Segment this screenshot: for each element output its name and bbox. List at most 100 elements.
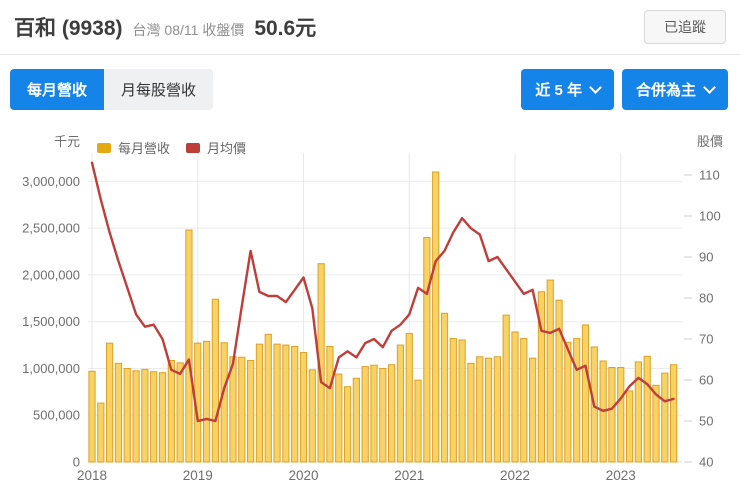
svg-text:100: 100 bbox=[699, 209, 721, 224]
revenue-bar bbox=[282, 344, 290, 463]
tab-monthly-revenue[interactable]: 每月營收 bbox=[10, 69, 105, 110]
revenue-bar bbox=[185, 229, 193, 463]
consolidated-mode-label: 合併為主 bbox=[635, 82, 696, 99]
revenue-bar bbox=[502, 314, 510, 463]
revenue-bar bbox=[379, 367, 387, 463]
revenue-bar bbox=[617, 367, 625, 463]
chevron-down-icon bbox=[703, 81, 716, 94]
revenue-bar bbox=[106, 342, 114, 463]
revenue-bar bbox=[440, 312, 449, 463]
revenue-bar bbox=[114, 362, 123, 463]
time-range-dropdown[interactable]: 近 5 年 bbox=[521, 69, 614, 110]
svg-text:1,500,000: 1,500,000 bbox=[22, 314, 80, 329]
svg-text:2020: 2020 bbox=[288, 468, 318, 483]
svg-text:0: 0 bbox=[73, 455, 80, 470]
revenue-bar bbox=[449, 338, 457, 463]
svg-text:80: 80 bbox=[699, 291, 713, 306]
revenue-bar bbox=[537, 291, 546, 463]
revenue-bar bbox=[202, 340, 211, 463]
revenue-bar bbox=[414, 379, 422, 463]
time-range-label: 近 5 年 bbox=[535, 82, 582, 99]
legend-monthly-revenue[interactable]: 每月營收 bbox=[97, 138, 170, 157]
revenue-bar bbox=[335, 373, 343, 463]
toolbar-right: 近 5 年 合併為主 bbox=[521, 69, 728, 110]
svg-text:40: 40 bbox=[699, 455, 713, 470]
svg-text:2021: 2021 bbox=[394, 468, 424, 483]
revenue-bar bbox=[467, 362, 475, 463]
x-axis-labels: 2018 2019 2020 2021 2022 2023 bbox=[77, 468, 636, 483]
revenue-bar bbox=[432, 171, 440, 463]
revenue-bar bbox=[308, 369, 316, 463]
svg-text:3,000,000: 3,000,000 bbox=[22, 174, 80, 189]
revenue-bar bbox=[211, 298, 219, 463]
toolbar: 每月營收 月每股營收 近 5 年 合併為主 bbox=[10, 69, 728, 110]
close-price-value: 50.6元 bbox=[254, 17, 317, 40]
revenue-bar bbox=[141, 368, 149, 463]
revenue-bar bbox=[167, 360, 175, 463]
revenue-bar bbox=[608, 367, 616, 463]
revenue-bar bbox=[529, 357, 537, 463]
consolidated-mode-dropdown[interactable]: 合併為主 bbox=[621, 69, 728, 110]
revenue-bar bbox=[255, 343, 264, 463]
revenue-bar bbox=[291, 345, 299, 463]
svg-text:60: 60 bbox=[699, 373, 713, 388]
revenue-bar bbox=[176, 362, 184, 463]
revenue-bar bbox=[220, 342, 228, 463]
revenue-bar bbox=[661, 372, 669, 463]
svg-text:1,000,000: 1,000,000 bbox=[22, 361, 80, 376]
svg-text:2023: 2023 bbox=[606, 468, 636, 483]
revenue-bar bbox=[299, 352, 308, 463]
stock-header-info: 百和 (9938) 台灣 08/11 收盤價 50.6元 bbox=[14, 12, 316, 42]
revenue-bar bbox=[546, 279, 554, 463]
revenue-bar bbox=[352, 377, 360, 463]
revenue-bar bbox=[511, 331, 519, 463]
legend-avg-price[interactable]: 月均價 bbox=[186, 138, 246, 157]
svg-text:2018: 2018 bbox=[77, 468, 107, 483]
header: 百和 (9938) 台灣 08/11 收盤價 50.6元 已追蹤 bbox=[0, 0, 740, 55]
revenue-bar bbox=[625, 390, 634, 463]
legend-revenue-label: 每月營收 bbox=[118, 141, 171, 156]
revenue-bar bbox=[555, 299, 563, 463]
revenue-bar bbox=[484, 357, 493, 463]
revenue-swatch-icon bbox=[97, 142, 111, 153]
revenue-bars bbox=[88, 171, 678, 463]
svg-text:90: 90 bbox=[699, 250, 713, 265]
revenue-bar bbox=[370, 364, 378, 463]
revenue-bar bbox=[326, 345, 334, 463]
tracked-button[interactable]: 已追蹤 bbox=[644, 10, 726, 44]
revenue-bar bbox=[238, 356, 246, 463]
revenue-bar bbox=[273, 343, 281, 463]
svg-text:2022: 2022 bbox=[500, 468, 530, 483]
revenue-bar bbox=[97, 402, 105, 463]
svg-text:2019: 2019 bbox=[183, 468, 213, 483]
left-axis-unit-label: 千元 bbox=[53, 134, 80, 149]
revenue-bar bbox=[476, 356, 484, 463]
svg-text:500,000: 500,000 bbox=[33, 408, 80, 423]
revenue-bar bbox=[643, 355, 651, 463]
revenue-bar bbox=[520, 338, 528, 463]
revenue-bar bbox=[458, 339, 466, 463]
left-axis-labels: 0 500,000 1,000,000 1,500,000 2,000,000 2,500… bbox=[22, 174, 80, 470]
revenue-bar bbox=[652, 384, 660, 463]
revenue-bar bbox=[396, 344, 405, 463]
revenue-bar bbox=[88, 370, 96, 463]
revenue-bar bbox=[150, 371, 158, 463]
tab-group: 每月營收 月每股營收 bbox=[10, 69, 214, 110]
revenue-bar bbox=[423, 237, 431, 463]
chevron-down-icon bbox=[589, 81, 602, 94]
right-axis-unit-label: 股價 bbox=[697, 134, 724, 149]
svg-text:70: 70 bbox=[699, 332, 713, 347]
revenue-bar bbox=[493, 356, 501, 463]
revenue-bar bbox=[132, 370, 140, 463]
revenue-bar bbox=[405, 332, 413, 463]
right-axis-labels: 40 50 60 70 80 90 100 110 bbox=[684, 168, 721, 470]
tab-monthly-revenue-per-share[interactable]: 月每股營收 bbox=[104, 69, 214, 110]
svg-text:2,000,000: 2,000,000 bbox=[22, 267, 80, 282]
revenue-bar bbox=[264, 333, 272, 463]
revenue-bar bbox=[361, 366, 369, 463]
revenue-bar bbox=[247, 360, 255, 463]
revenue-price-chart: 0 500,000 1,000,000 1,500,000 2,000,000 2,500… bbox=[22, 153, 721, 483]
revenue-bar bbox=[158, 372, 167, 463]
revenue-bar bbox=[581, 324, 590, 463]
chart-legend: 每月營收 月均價 bbox=[97, 138, 246, 157]
